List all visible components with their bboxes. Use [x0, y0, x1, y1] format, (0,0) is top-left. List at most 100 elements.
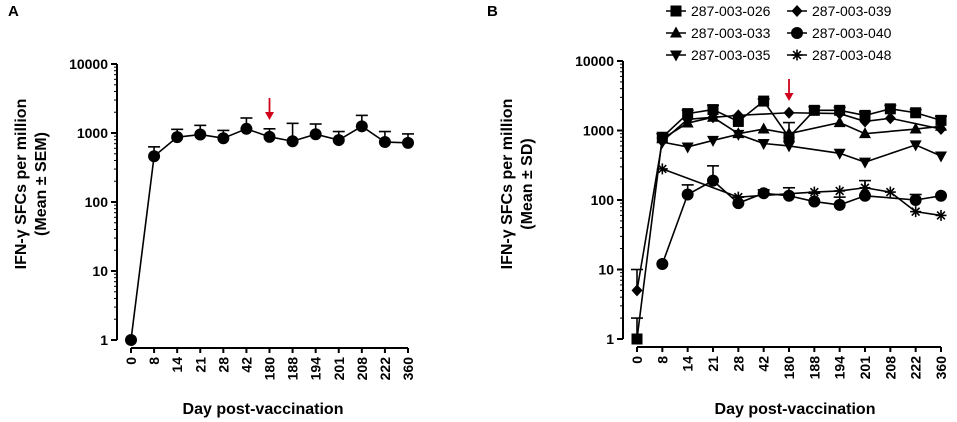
data-point	[935, 189, 947, 202]
data-point	[309, 128, 322, 141]
data-point	[707, 104, 719, 116]
x-tick-label: 21	[192, 357, 208, 373]
data-point	[732, 115, 744, 127]
data-point	[909, 194, 922, 206]
series-line	[662, 133, 942, 164]
series-line	[636, 111, 942, 291]
data-point	[732, 191, 744, 203]
x-tick-label: 14	[169, 357, 185, 373]
series-287-003-048	[656, 163, 947, 221]
data-point	[859, 182, 871, 194]
data-point	[884, 186, 896, 198]
x-tick-label: 360	[933, 356, 949, 380]
legend: 287-003-026 287-003-033 287-003-035 287-003…	[666, 3, 892, 63]
legend-marker	[791, 5, 803, 17]
legend-marker	[670, 26, 682, 38]
data-point	[656, 163, 668, 175]
data-point	[884, 112, 896, 125]
series-line	[662, 168, 942, 217]
y-tick-label: 100	[591, 192, 615, 208]
legend-label: 287-003-026	[691, 3, 771, 19]
data-point	[808, 104, 820, 116]
x-tick-label: 28	[215, 357, 231, 373]
data-point	[732, 129, 745, 141]
chart-panel-a: IFN-γ SFCs per million (Mean ± SEM) Day …	[13, 56, 416, 418]
x-tick-label: 180	[262, 357, 278, 381]
series-287-003-039	[631, 106, 947, 297]
legend-label: 287-003-035	[691, 47, 771, 63]
x-tick-label: 201	[331, 357, 347, 381]
legend-marker	[791, 27, 803, 39]
x-tick-label: 188	[806, 356, 822, 380]
x-tick-label: 222	[908, 356, 924, 380]
panel-a-xlabel: Day post-vaccination	[183, 401, 344, 418]
red-arrow-icon	[784, 79, 794, 101]
data-point	[682, 113, 694, 126]
legend-item: 287-003-048	[787, 47, 892, 63]
data-point	[834, 107, 846, 120]
data-point	[631, 284, 643, 297]
data-point	[378, 136, 391, 149]
x-tick-label: 28	[730, 356, 746, 372]
data-point	[240, 122, 253, 135]
data-point	[148, 150, 161, 163]
x-tick-label: 42	[238, 357, 254, 373]
data-point	[757, 187, 770, 200]
legend-label: 287-003-040	[812, 25, 892, 41]
legend-marker	[670, 50, 682, 62]
x-tick-label: 21	[705, 356, 721, 372]
series-line	[661, 116, 942, 140]
legend-item: 287-003-035	[666, 47, 771, 63]
x-tick-label: 0	[629, 356, 645, 364]
panel-b-ylabel-line2: (Mean ± SD)	[519, 138, 536, 229]
panel-b-ylabel-line1: IFN-γ SFCs per million	[499, 99, 516, 270]
data-point	[402, 136, 414, 149]
data-point	[783, 141, 795, 153]
data-point	[757, 122, 770, 134]
x-tick-label: 188	[285, 357, 301, 381]
data-point	[833, 148, 846, 160]
data-point	[757, 139, 770, 151]
y-tick-label: 1	[606, 331, 614, 347]
x-tick-label: 222	[377, 357, 393, 381]
data-point	[171, 131, 184, 144]
y-tick-label: 10	[598, 262, 614, 278]
data-point	[355, 120, 368, 133]
data-point	[681, 188, 694, 201]
data-point	[783, 189, 795, 202]
y-tick-label: 1000	[77, 125, 108, 141]
y-tick-label: 10	[92, 263, 108, 279]
x-tick-label: 0	[123, 357, 139, 365]
data-point	[859, 115, 871, 128]
data-point	[783, 106, 795, 119]
series-287-003-040	[656, 165, 947, 270]
data-point	[910, 206, 922, 218]
data-point	[783, 127, 795, 139]
x-tick-label: 8	[654, 356, 670, 364]
x-tick-label: 194	[308, 357, 324, 381]
data-point	[125, 334, 137, 346]
data-point	[656, 135, 668, 148]
legend-item: 287-003-040	[787, 25, 892, 41]
data-point	[732, 109, 744, 122]
data-point	[859, 109, 871, 121]
data-point	[707, 135, 719, 147]
y-tick-label: 100	[85, 194, 109, 210]
legend-label: 287-003-048	[812, 47, 892, 63]
legend-item: 287-003-033	[666, 25, 771, 41]
legend-item: 287-003-039	[787, 3, 892, 19]
panel-a-ylabel-line2: (Mean ± SEM)	[33, 132, 50, 236]
x-tick-label: 42	[756, 356, 772, 372]
data-point	[909, 122, 922, 134]
data-point	[656, 257, 669, 270]
chart-panel-b: IFN-γ SFCs per million (Mean ± SD) Day p…	[499, 53, 949, 418]
data-point	[833, 116, 846, 128]
series-287-003-033	[656, 110, 947, 144]
data-point	[859, 189, 871, 202]
y-tick-label: 1	[100, 332, 108, 348]
y-tick-label: 10000	[69, 56, 108, 72]
panel-b-xlabel: Day post-vaccination	[715, 401, 876, 418]
data-point	[217, 132, 230, 145]
data-point	[681, 142, 694, 154]
